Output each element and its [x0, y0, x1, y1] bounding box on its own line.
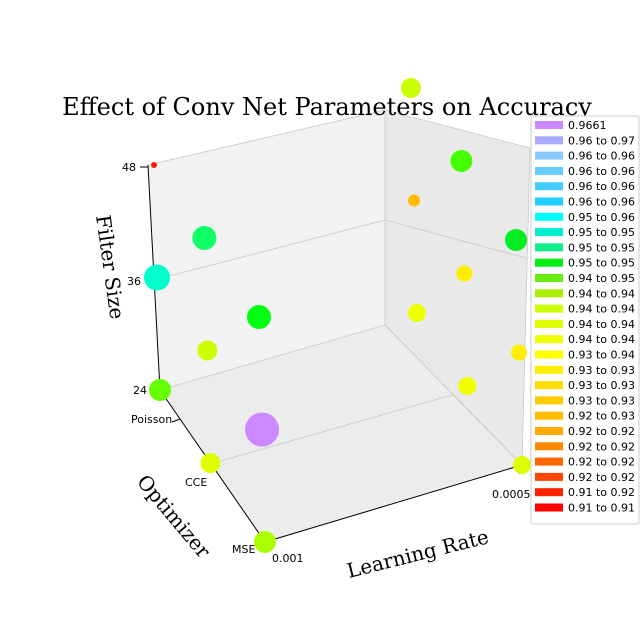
legend-swatch-25: [535, 503, 563, 512]
grid-right-z36: [384, 219, 527, 259]
legend-swatch-20: [535, 427, 563, 435]
floor-pane: [160, 325, 522, 542]
z-tick-label-36: 36: [127, 275, 141, 288]
grid-floor-lr-0005: [384, 324, 523, 466]
scatter-point-11: [408, 304, 426, 322]
legend-swatch-15: [535, 350, 563, 359]
scatter-point-5: [192, 226, 217, 250]
legend-label-8: 0.95 to 0.95: [568, 241, 635, 254]
grid-left-z48: [147, 109, 386, 166]
scatter-point-3: [144, 264, 170, 291]
grid-right-z48: [384, 109, 531, 149]
scatter-point-0: [254, 531, 276, 553]
legend-swatch-22: [535, 457, 563, 466]
scatter-point-17: [401, 78, 421, 98]
scatter-point-12: [511, 344, 527, 361]
legend-label-10: 0.94 to 0.95: [568, 272, 635, 285]
legend-swatch-19: [535, 411, 563, 420]
grid-floor-cce: [209, 394, 453, 465]
grid-floor-poisson: [159, 324, 386, 391]
legend-swatch-17: [535, 381, 563, 390]
legend-swatch-7: [535, 228, 563, 237]
legend-label-6: 0.95 to 0.96: [568, 211, 635, 224]
legend-label-16: 0.93 to 0.93: [568, 364, 635, 377]
legend-label-23: 0.92 to 0.92: [568, 471, 635, 484]
legend-swatch-11: [535, 289, 563, 298]
scatter-point-9: [513, 456, 531, 474]
legend-swatch-6: [535, 212, 563, 221]
legend-swatch-2: [535, 151, 563, 160]
legend-label-3: 0.96 to 0.96: [568, 165, 635, 178]
scatter-point-8: [247, 305, 271, 329]
legend-label-18: 0.93 to 0.93: [568, 394, 635, 407]
legend-swatch-23: [535, 472, 563, 481]
legend-swatch-18: [535, 396, 563, 405]
legend-label-25: 0.91 to 0.91: [568, 502, 635, 515]
scatter-point-14: [408, 194, 420, 207]
legend-swatch-13: [535, 319, 563, 328]
scatter-point-16: [450, 150, 473, 172]
legend-swatch-4: [535, 182, 563, 191]
legend-swatch-10: [535, 274, 563, 282]
legend-label-15: 0.93 to 0.94: [568, 349, 635, 362]
legend-label-9: 0.95 to 0.95: [568, 257, 635, 270]
legend-swatch-9: [535, 258, 563, 267]
scatter-point-1: [200, 453, 221, 473]
legend-label-14: 0.94 to 0.94: [568, 333, 635, 346]
legend-swatch-3: [535, 166, 563, 175]
legend-label-21: 0.92 to 0.92: [568, 440, 635, 453]
legend-label-24: 0.91 to 0.92: [568, 486, 635, 499]
tick-labels: 48 36 24 Poisson CCE MSE 0.001 0.0005: [122, 161, 531, 565]
legend-swatch-21: [535, 442, 563, 451]
grid-left-z36: [153, 219, 386, 281]
scatter-points: [144, 78, 531, 553]
scatter-point-7: [245, 412, 279, 447]
back-left-pane: [148, 110, 385, 390]
x-tick-label-001: 0.001: [272, 552, 304, 565]
legend-swatch-1: [535, 136, 563, 145]
grid-right-vertical: [521, 147, 531, 466]
chart-title: Effect of Conv Net Parameters on Accurac…: [62, 93, 592, 121]
legend-label-0: 0.9661: [568, 119, 607, 132]
scatter-point-13: [456, 265, 473, 282]
legend-label-4: 0.96 to 0.96: [568, 180, 635, 193]
legend-label-17: 0.93 to 0.93: [568, 379, 635, 392]
x-axis-line: [264, 464, 523, 543]
legend-swatch-0: [535, 121, 563, 129]
legend-label-12: 0.94 to 0.94: [568, 303, 635, 316]
legend-swatch-8: [535, 243, 563, 252]
legend-label-2: 0.96 to 0.96: [568, 150, 635, 163]
legend-swatch-14: [535, 335, 563, 344]
legend-label-13: 0.94 to 0.94: [568, 318, 635, 331]
legend-swatch-12: [535, 304, 563, 313]
legend-label-19: 0.92 to 0.93: [568, 410, 635, 423]
y-tick-label-mse: MSE: [232, 543, 255, 556]
z-axis-label: Filter Size: [91, 213, 129, 320]
legend-swatch-16: [535, 365, 563, 374]
x-axis-label: Learning Rate: [344, 524, 491, 582]
axes-panes: [148, 110, 530, 542]
scatter-point-15: [505, 229, 527, 251]
back-right-pane: [385, 110, 530, 465]
scatter-point-6: [197, 340, 218, 361]
legend-swatch-24: [535, 488, 563, 497]
scatter-point-2: [149, 379, 171, 401]
y-tick-poisson: [171, 418, 181, 423]
legend-label-20: 0.92 to 0.92: [568, 425, 635, 438]
x-tick-label-0005: 0.0005: [492, 488, 531, 501]
legend-label-5: 0.96 to 0.96: [568, 196, 635, 209]
legend-label-7: 0.95 to 0.95: [568, 226, 635, 239]
legend-label-22: 0.92 to 0.92: [568, 456, 635, 469]
legend-swatch-5: [535, 197, 563, 206]
legend: 0.9661 0.96 to 0.97 0.96 to 0.96 0.96 to 0.…: [530, 115, 640, 525]
y-tick-label-poisson: Poisson: [131, 413, 172, 426]
legend-label-11: 0.94 to 0.94: [568, 287, 635, 300]
legend-label-1: 0.96 to 0.97: [568, 134, 635, 147]
y-tick-label-cce: CCE: [185, 476, 207, 489]
scatter-point-10: [458, 377, 477, 395]
scatter-point-4: [151, 162, 157, 168]
z-tick-label-24: 24: [133, 384, 147, 397]
z-tick-label-48: 48: [122, 161, 136, 174]
